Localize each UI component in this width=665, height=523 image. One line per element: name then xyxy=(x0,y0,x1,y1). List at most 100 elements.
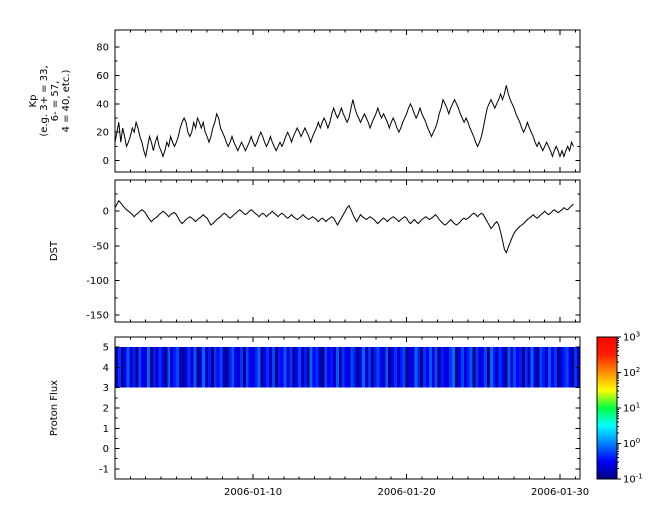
proton-flux-band xyxy=(115,347,581,388)
flux-stripe xyxy=(455,347,459,388)
dst-panel: 0 -50 -100 -150 xyxy=(86,179,581,323)
flux-stripe xyxy=(205,347,209,388)
flux-stripe xyxy=(350,347,354,388)
flux-stripe xyxy=(315,347,319,388)
flux-stripe xyxy=(362,347,366,388)
colorbar-tick-label: 100 xyxy=(623,437,640,450)
flux-stripe xyxy=(254,347,258,388)
flux-stripe xyxy=(405,347,409,388)
dst-axis-label: DST xyxy=(49,240,60,261)
x-tick-label: 2006-01-20 xyxy=(378,487,436,498)
colorbar-tick-label: 102 xyxy=(623,366,640,379)
flux-stripe xyxy=(498,347,502,388)
kp-axis-label-line-4: 4 = 40, etc.) xyxy=(61,69,72,132)
flux-stripe xyxy=(190,347,194,388)
flux-stripe xyxy=(449,347,453,388)
flux-stripe xyxy=(423,347,427,388)
flux-stripe xyxy=(286,347,290,388)
flux-stripe xyxy=(425,347,430,388)
flux-stripe xyxy=(222,347,226,388)
kp-ytick-label: 0 xyxy=(103,156,109,167)
flux-stripe xyxy=(417,347,421,388)
kp-ytick-label: 60 xyxy=(96,71,109,82)
proton-flux-panel-border xyxy=(114,336,581,480)
flux-stripe xyxy=(443,347,447,388)
flux-stripe xyxy=(341,347,345,388)
flux-stripe xyxy=(280,347,284,388)
flux-stripe xyxy=(324,347,328,388)
flux-stripe xyxy=(457,347,462,388)
proton-flux-ytick-label: 5 xyxy=(103,343,109,354)
flux-stripe xyxy=(117,347,122,388)
flux-stripe xyxy=(170,347,174,388)
flux-stripe xyxy=(364,347,369,388)
kp-ytick-label: 40 xyxy=(96,99,109,110)
flux-stripe xyxy=(571,347,575,388)
flux-stripe xyxy=(373,347,377,388)
flux-stripe xyxy=(501,347,505,388)
flux-stripe xyxy=(344,347,348,388)
flux-stripe xyxy=(385,347,389,388)
flux-stripe xyxy=(553,347,558,388)
colorbar-tick-label: 10-1 xyxy=(623,473,643,486)
flux-stripe xyxy=(359,347,363,388)
flux-stripe xyxy=(277,347,282,388)
flux-stripe xyxy=(475,347,479,388)
flux-stripe xyxy=(568,347,572,388)
flux-stripe xyxy=(484,347,488,388)
proton-flux-ytick-label: 0 xyxy=(103,444,109,455)
flux-stripe xyxy=(303,347,308,388)
flux-stripe xyxy=(202,347,206,388)
flux-stripe xyxy=(521,347,526,388)
flux-stripe xyxy=(242,347,247,388)
flux-stripe xyxy=(266,347,270,388)
flux-stripe xyxy=(420,347,424,388)
flux-stripe xyxy=(321,347,325,388)
flux-stripe xyxy=(173,347,177,388)
flux-stripe xyxy=(196,347,200,388)
kp-panel-border xyxy=(114,29,581,173)
flux-stripe xyxy=(123,347,128,388)
kp-ytick-label: 20 xyxy=(96,128,109,139)
flux-stripe xyxy=(283,347,287,388)
flux-stripe xyxy=(208,347,212,388)
flux-stripe xyxy=(257,347,261,388)
flux-stripe xyxy=(289,347,293,388)
proton-flux-ytick-label: 3 xyxy=(103,383,109,394)
flux-stripe xyxy=(510,347,514,388)
flux-stripe xyxy=(146,347,151,388)
flux-stripe xyxy=(356,347,360,388)
flux-stripe xyxy=(370,347,375,388)
proton-flux-axis-label: Proton Flux xyxy=(49,380,60,436)
flux-stripe xyxy=(234,347,238,388)
flux-stripe xyxy=(176,347,180,388)
flux-stripe xyxy=(338,347,343,388)
flux-stripe xyxy=(353,347,357,388)
flux-stripe xyxy=(138,347,142,388)
flux-stripe xyxy=(545,347,549,388)
flux-stripe xyxy=(472,347,476,388)
flux-stripe xyxy=(565,347,569,388)
kp-axis-label-line-1: Kp xyxy=(28,95,39,108)
kp-axis-label-line-3: 6- = 57, xyxy=(50,81,61,122)
flux-stripe xyxy=(161,347,165,388)
flux-stripe xyxy=(306,347,311,388)
flux-stripe xyxy=(376,347,380,388)
flux-stripe xyxy=(518,347,523,388)
flux-stripe xyxy=(178,347,183,388)
flux-stripe xyxy=(260,347,264,388)
flux-stripe xyxy=(216,347,221,388)
flux-stripe xyxy=(295,347,299,388)
flux-stripe xyxy=(382,347,386,388)
flux-stripe xyxy=(548,347,552,388)
flux-stripe xyxy=(164,347,168,388)
flux-stripe xyxy=(129,347,133,388)
flux-stripe xyxy=(219,347,223,388)
flux-stripe xyxy=(327,347,331,388)
flux-stripe xyxy=(513,347,517,388)
flux-stripe xyxy=(120,347,125,388)
flux-stripe xyxy=(167,347,171,388)
flux-stripe xyxy=(460,347,465,388)
